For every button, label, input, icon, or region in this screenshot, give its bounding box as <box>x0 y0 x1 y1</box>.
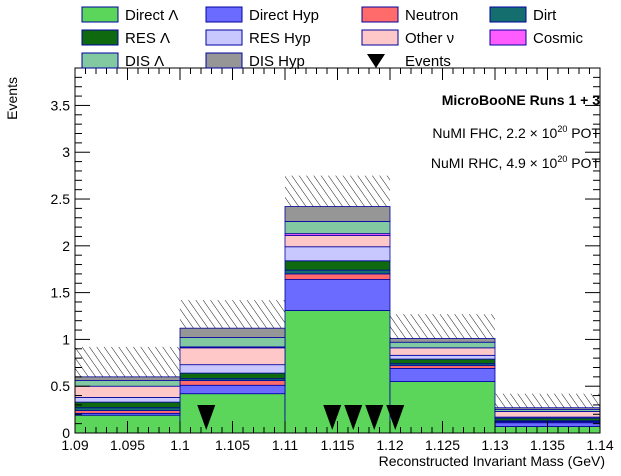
legend-swatch-6 <box>205 29 243 46</box>
bar-segment-6-bin-1 <box>74 397 181 403</box>
bar-segment-7-bin-4 <box>389 347 496 356</box>
legend-swatch-1 <box>81 6 119 23</box>
x-tick-label: 1.1 <box>170 437 190 453</box>
y-tick-label: 1 <box>62 331 70 347</box>
legend-label-3: Neutron <box>405 7 458 24</box>
bar-segment-2-bin-3 <box>284 279 391 311</box>
legend-swatch-2 <box>205 6 243 23</box>
x-tick-label: 1.125 <box>425 437 460 453</box>
rhc-pot-label: NuMI RHC, 4.9 × 1020 POT <box>431 154 601 171</box>
bar-segment-3-bin-3 <box>284 273 391 280</box>
bar-segment-9-bin-3 <box>284 221 391 235</box>
bar-segment-7-bin-5 <box>494 411 601 418</box>
x-tick-label: 1.105 <box>215 437 250 453</box>
x-tick-label: 1.095 <box>110 437 145 453</box>
legend-label-11: Events <box>405 53 451 70</box>
bar-segment-3-bin-4 <box>389 365 496 369</box>
bar-segment-6-bin-4 <box>389 354 496 360</box>
bar-segment-9-bin-4 <box>389 341 496 349</box>
legend: Direct Λ Direct Hyp Neutron Dirt RES Λ RES Hy… <box>81 6 584 70</box>
legend-swatch-10 <box>205 52 243 69</box>
uncertainty-band <box>75 175 600 408</box>
bar-segment-10-bin-4 <box>389 338 496 343</box>
x-tick-label: 1.135 <box>530 437 565 453</box>
uncertainty-hatch-bin-2 <box>180 300 285 329</box>
legend-swatch-4 <box>489 6 527 23</box>
legend-swatch-3 <box>361 6 399 23</box>
bar-segment-9-bin-2 <box>179 337 286 348</box>
bar-segment-4-bin-3 <box>284 269 391 275</box>
event-markers <box>197 405 405 430</box>
legend-label-8: Cosmic <box>533 30 584 47</box>
x-tick-label: 1.11 <box>272 437 298 453</box>
legend-label-2: Direct Hyp <box>249 7 319 24</box>
bar-segment-4-bin-1 <box>74 407 181 411</box>
legend-label-7: Other ν <box>405 30 454 47</box>
legend-swatch-9 <box>81 52 119 69</box>
y-axis-label: Events <box>4 77 20 120</box>
bar-segment-5-bin-1 <box>74 401 181 409</box>
bar-segment-7-bin-3 <box>284 235 391 248</box>
legend-label-5: RES Λ <box>125 30 170 47</box>
event-marker-3 <box>344 405 363 430</box>
bar-segment-5-bin-2 <box>179 372 286 380</box>
bar-segment-10-bin-1 <box>74 376 181 381</box>
bar-segment-10-bin-3 <box>284 206 391 222</box>
bar-segment-7-bin-1 <box>74 385 181 398</box>
event-marker-5 <box>386 405 405 430</box>
x-axis-label: Reconstructed Invariant Mass (GeV) <box>379 453 605 469</box>
y-tick-label: 3.5 <box>51 97 71 113</box>
bar-segment-5-bin-4 <box>389 358 496 365</box>
y-tick-label: 2 <box>62 238 70 254</box>
uncertainty-hatch-bin-1 <box>75 346 180 377</box>
y-tick-label: 1.5 <box>51 285 71 301</box>
fhc-pot-label: NuMI FHC, 2.2 × 1020 POT <box>432 124 600 141</box>
bar-segment-10-bin-2 <box>179 327 286 338</box>
y-tick-label: 0 <box>62 425 70 441</box>
legend-swatch-7 <box>361 29 399 46</box>
y-tick-label: 2.5 <box>51 191 71 207</box>
legend-label-9: DIS Λ <box>125 53 164 70</box>
bar-segment-6-bin-2 <box>179 364 286 374</box>
bar-segment-9-bin-1 <box>74 380 181 387</box>
uncertainty-hatch-bin-4 <box>390 314 495 339</box>
bar-segment-10-bin-5 <box>494 407 601 411</box>
x-tick-label: 1.14 <box>586 437 613 453</box>
axes: 1.09 1.095 1.1 1.105 1.11 1.115 1.12 1.125 1.13 1… <box>51 67 614 453</box>
bar-segment-3-bin-1 <box>74 410 181 414</box>
bar-segment-5-bin-5 <box>494 417 601 422</box>
bar-segment-2-bin-2 <box>179 384 286 395</box>
legend-label-1: Direct Λ <box>125 7 178 24</box>
bar-segment-3-bin-2 <box>179 380 286 386</box>
legend-swatch-8 <box>489 29 527 46</box>
y-tick-label: 3 <box>62 144 70 160</box>
bar-segment-2-bin-4 <box>389 368 496 382</box>
legend-swatch-5 <box>81 29 119 46</box>
event-marker-1 <box>197 405 216 430</box>
x-tick-label: 1.13 <box>481 437 508 453</box>
bar-segment-7-bin-2 <box>179 347 286 366</box>
bar-segment-5-bin-3 <box>284 260 391 271</box>
x-tick-label: 1.09 <box>61 437 88 453</box>
bar-segment-6-bin-3 <box>284 246 391 262</box>
legend-events-marker <box>367 54 385 68</box>
legend-label-4: Dirt <box>533 7 557 24</box>
uncertainty-hatch-bin-5 <box>495 393 600 408</box>
uncertainty-hatch-bin-3 <box>285 175 390 207</box>
legend-label-10: DIS Hyp <box>249 53 305 70</box>
event-marker-4 <box>365 405 384 430</box>
x-tick-label: 1.12 <box>376 437 403 453</box>
x-tick-label: 1.115 <box>321 437 355 453</box>
legend-label-6: RES Hyp <box>249 30 311 47</box>
event-marker-2 <box>323 405 342 430</box>
y-tick-label: 0.5 <box>51 378 71 394</box>
plot-title: MicroBooNE Runs 1 + 3 <box>442 92 601 108</box>
